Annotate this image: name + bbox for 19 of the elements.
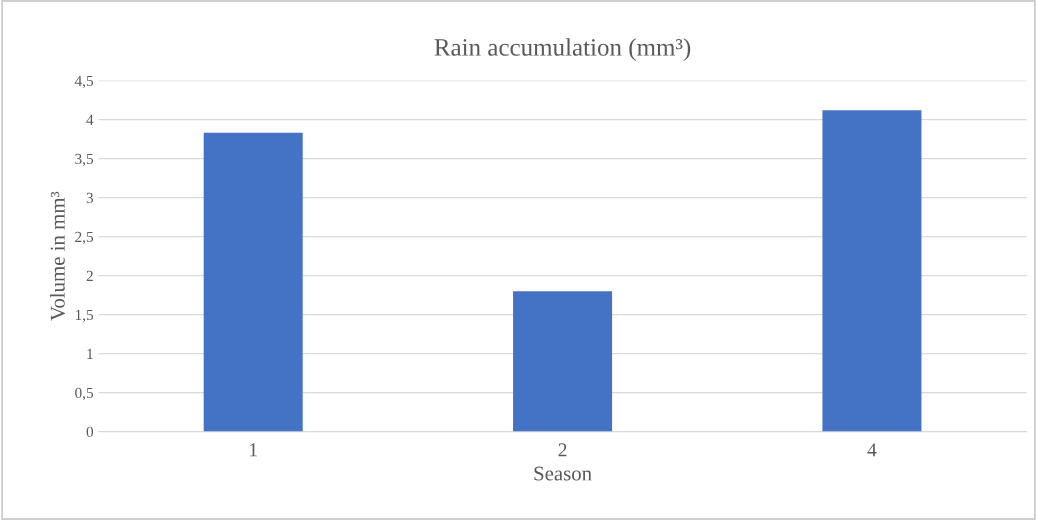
y-tick-label: 0,5 — [75, 387, 94, 401]
y-tick-label: 3,5 — [75, 153, 94, 167]
x-axis-title: Season — [534, 466, 592, 481]
chart-title: Rain accumulation (mm³) — [434, 38, 691, 61]
y-tick-label: 2,5 — [75, 231, 94, 245]
y-tick-label: 4 — [86, 114, 94, 125]
x-tick-label: 4 — [867, 443, 877, 457]
bar — [203, 132, 303, 432]
x-tick-label: 1 — [250, 443, 257, 457]
y-tick-label: 1 — [87, 348, 93, 359]
bar — [513, 291, 613, 432]
x-tick-label: 2 — [558, 443, 567, 457]
y-tick-label: 2 — [86, 270, 93, 281]
y-tick-label: 4,5 — [74, 75, 94, 89]
y-axis-title: Volume in mm³ — [50, 191, 65, 321]
bar — [822, 110, 922, 432]
y-tick-label: 1,5 — [75, 309, 94, 323]
y-tick-label: 3 — [86, 192, 94, 204]
y-tick-label: 0 — [86, 426, 94, 438]
